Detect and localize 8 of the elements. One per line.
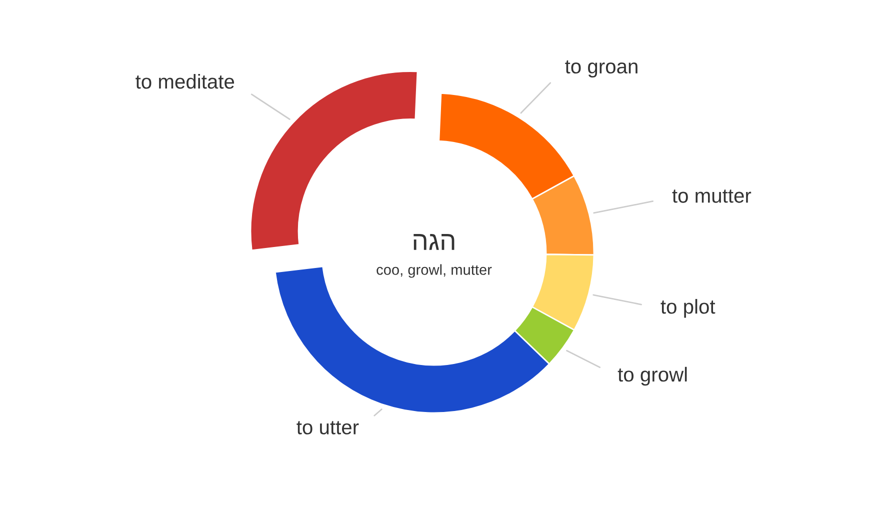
slice-label: to growl — [618, 366, 687, 386]
slice-label: to groan — [565, 60, 638, 78]
text: הגה — [414, 234, 454, 250]
slice-label: to mutter — [672, 190, 752, 203]
slice-label: to meditate — [136, 74, 234, 89]
text: coo, growl, mutter — [376, 264, 492, 278]
slice-label: to utter — [296, 421, 359, 434]
slice-label: to plot — [660, 298, 716, 318]
